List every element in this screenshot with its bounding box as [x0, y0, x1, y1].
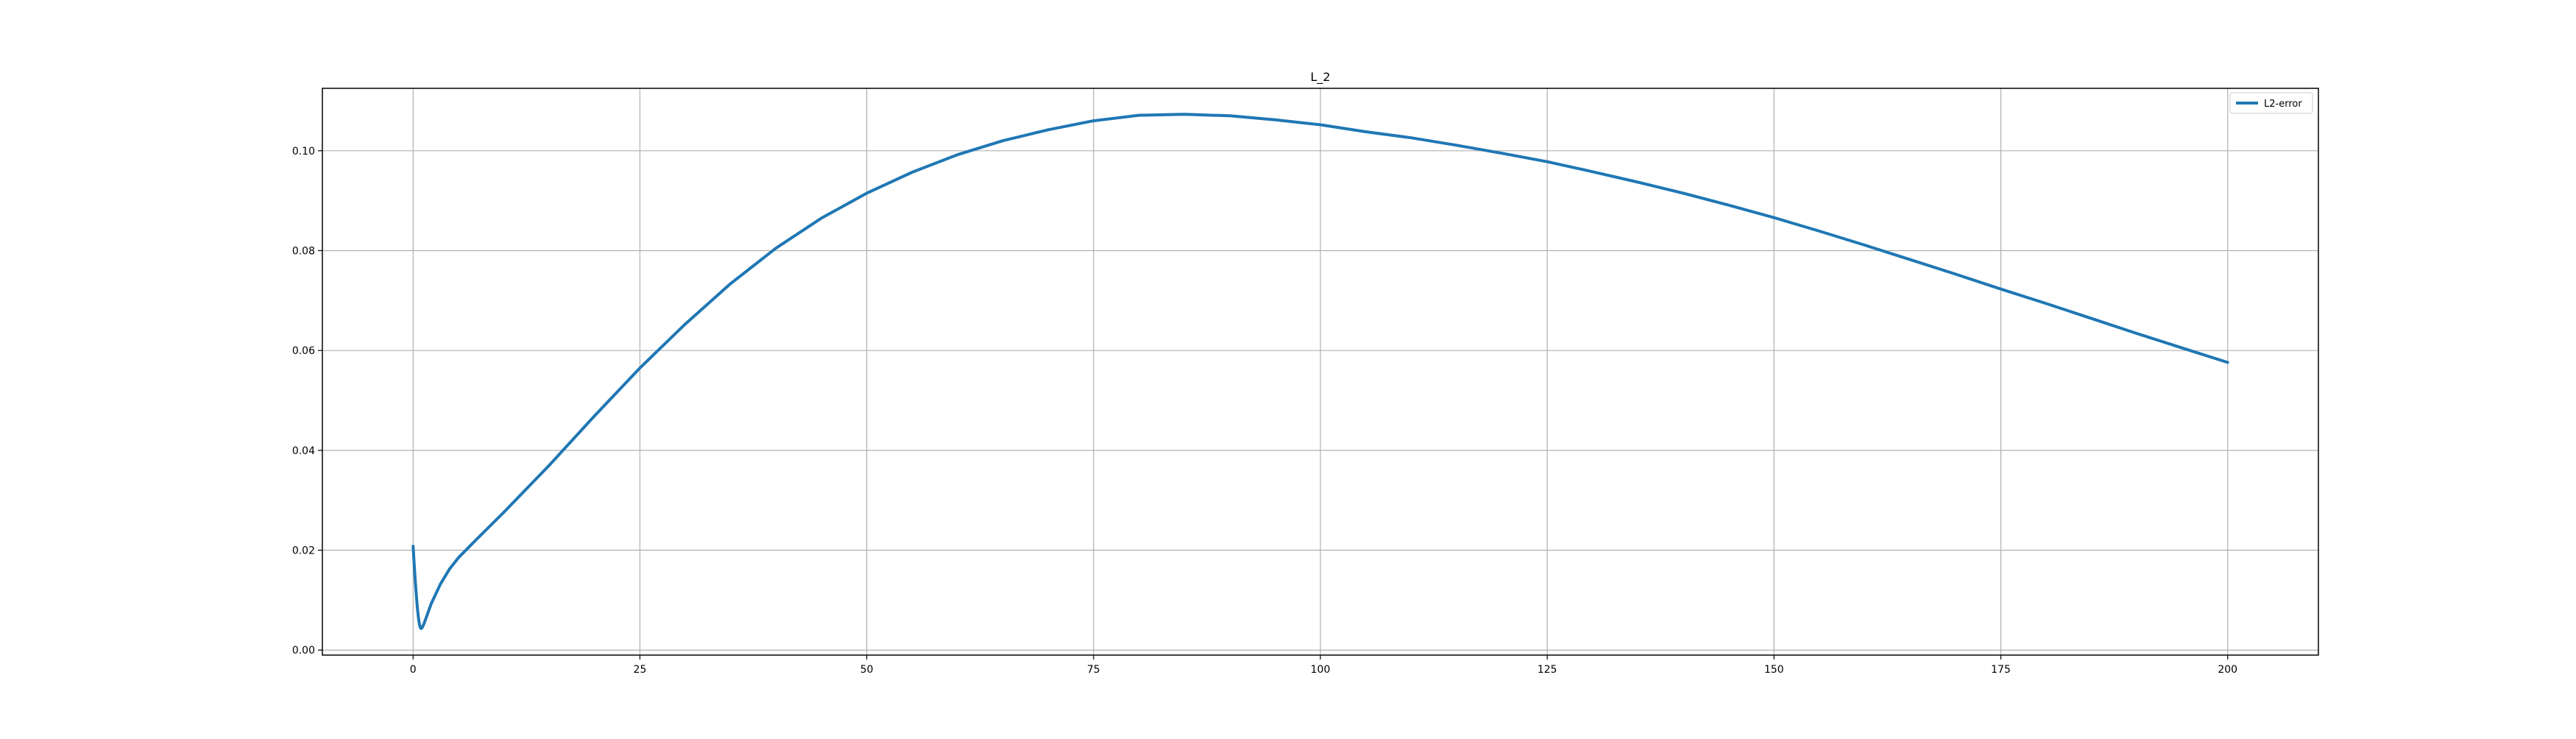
- x-tick-label: 50: [860, 664, 874, 676]
- x-tick-label: 200: [2218, 664, 2237, 676]
- y-tick-label: 0.06: [292, 345, 315, 357]
- series-line-l2-error: [411, 113, 2229, 630]
- x-tick-label: 25: [634, 664, 647, 676]
- y-tick-label: 0.00: [292, 645, 315, 657]
- x-tick-label: 150: [1764, 664, 1784, 676]
- y-tick-label: 0.02: [292, 545, 315, 557]
- x-tick-label: 0: [410, 664, 417, 676]
- x-tick-label: 75: [1087, 664, 1100, 676]
- x-tick-label: 100: [1311, 664, 1331, 676]
- y-tick-label: 0.04: [292, 445, 315, 457]
- legend-label: L2-error: [2264, 99, 2302, 110]
- legend-box: [2229, 92, 2313, 114]
- y-tick-label: 0.08: [292, 245, 315, 257]
- chart-title: L_2: [1310, 70, 1330, 85]
- y-tick-label: 0.10: [292, 146, 315, 158]
- legend: L2-error: [2229, 92, 2313, 114]
- x-tick-label: 175: [1991, 664, 2011, 676]
- series-layer: [411, 113, 2229, 630]
- x-tick-label: 125: [1538, 664, 1557, 676]
- ticks: 0 25 50 75 100 125 150 175 200 0.00 0.02 0.04 0.06 0.…: [292, 146, 2237, 676]
- grid: [322, 88, 2318, 655]
